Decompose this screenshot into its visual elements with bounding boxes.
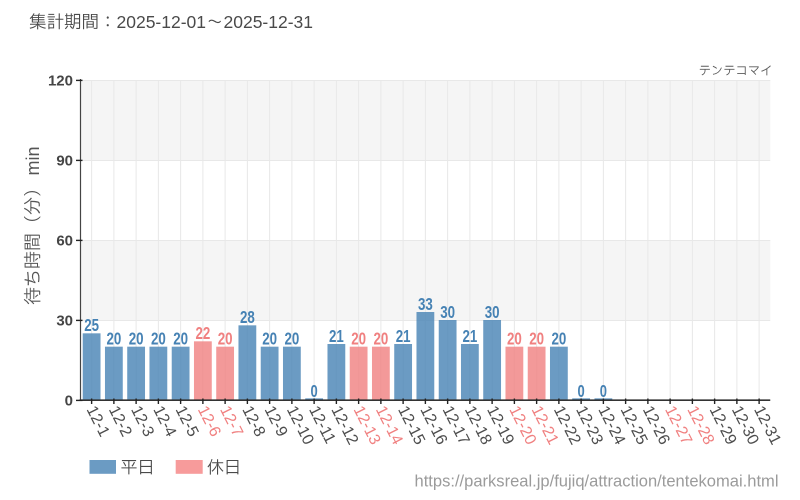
svg-text:30: 30 [56, 312, 73, 329]
svg-text:90: 90 [56, 152, 73, 169]
svg-text:0: 0 [600, 381, 607, 401]
svg-text:20: 20 [351, 329, 366, 349]
svg-text:21: 21 [329, 326, 344, 346]
svg-text:20: 20 [284, 329, 299, 349]
svg-text:min: min [23, 146, 43, 175]
svg-text:https://parksreal.jp/fujiq/att: https://parksreal.jp/fujiq/attraction/te… [415, 471, 779, 490]
svg-text:20: 20 [551, 329, 566, 349]
svg-text:20: 20 [218, 329, 233, 349]
svg-text:21: 21 [396, 326, 411, 346]
svg-text:20: 20 [262, 329, 277, 349]
svg-text:0: 0 [578, 381, 585, 401]
svg-text:60: 60 [56, 232, 73, 249]
svg-text:20: 20 [106, 329, 121, 349]
svg-text:0: 0 [65, 392, 73, 409]
svg-text:20: 20 [373, 329, 388, 349]
svg-text:120: 120 [48, 72, 73, 89]
svg-text:20: 20 [529, 329, 544, 349]
svg-text:21: 21 [462, 326, 477, 346]
svg-text:28: 28 [240, 307, 255, 327]
svg-text:20: 20 [129, 329, 144, 349]
svg-text:30: 30 [485, 302, 500, 322]
svg-text:25: 25 [84, 315, 99, 335]
svg-text:22: 22 [195, 323, 210, 343]
svg-text:20: 20 [507, 329, 522, 349]
svg-text:0: 0 [311, 381, 318, 401]
svg-text:2025-12-01: 2025-12-01 [117, 12, 207, 32]
svg-text:30: 30 [440, 302, 455, 322]
svg-text:2025-12-31: 2025-12-31 [224, 12, 314, 32]
svg-text:20: 20 [151, 329, 166, 349]
svg-text:33: 33 [418, 294, 433, 314]
svg-text:20: 20 [173, 329, 188, 349]
